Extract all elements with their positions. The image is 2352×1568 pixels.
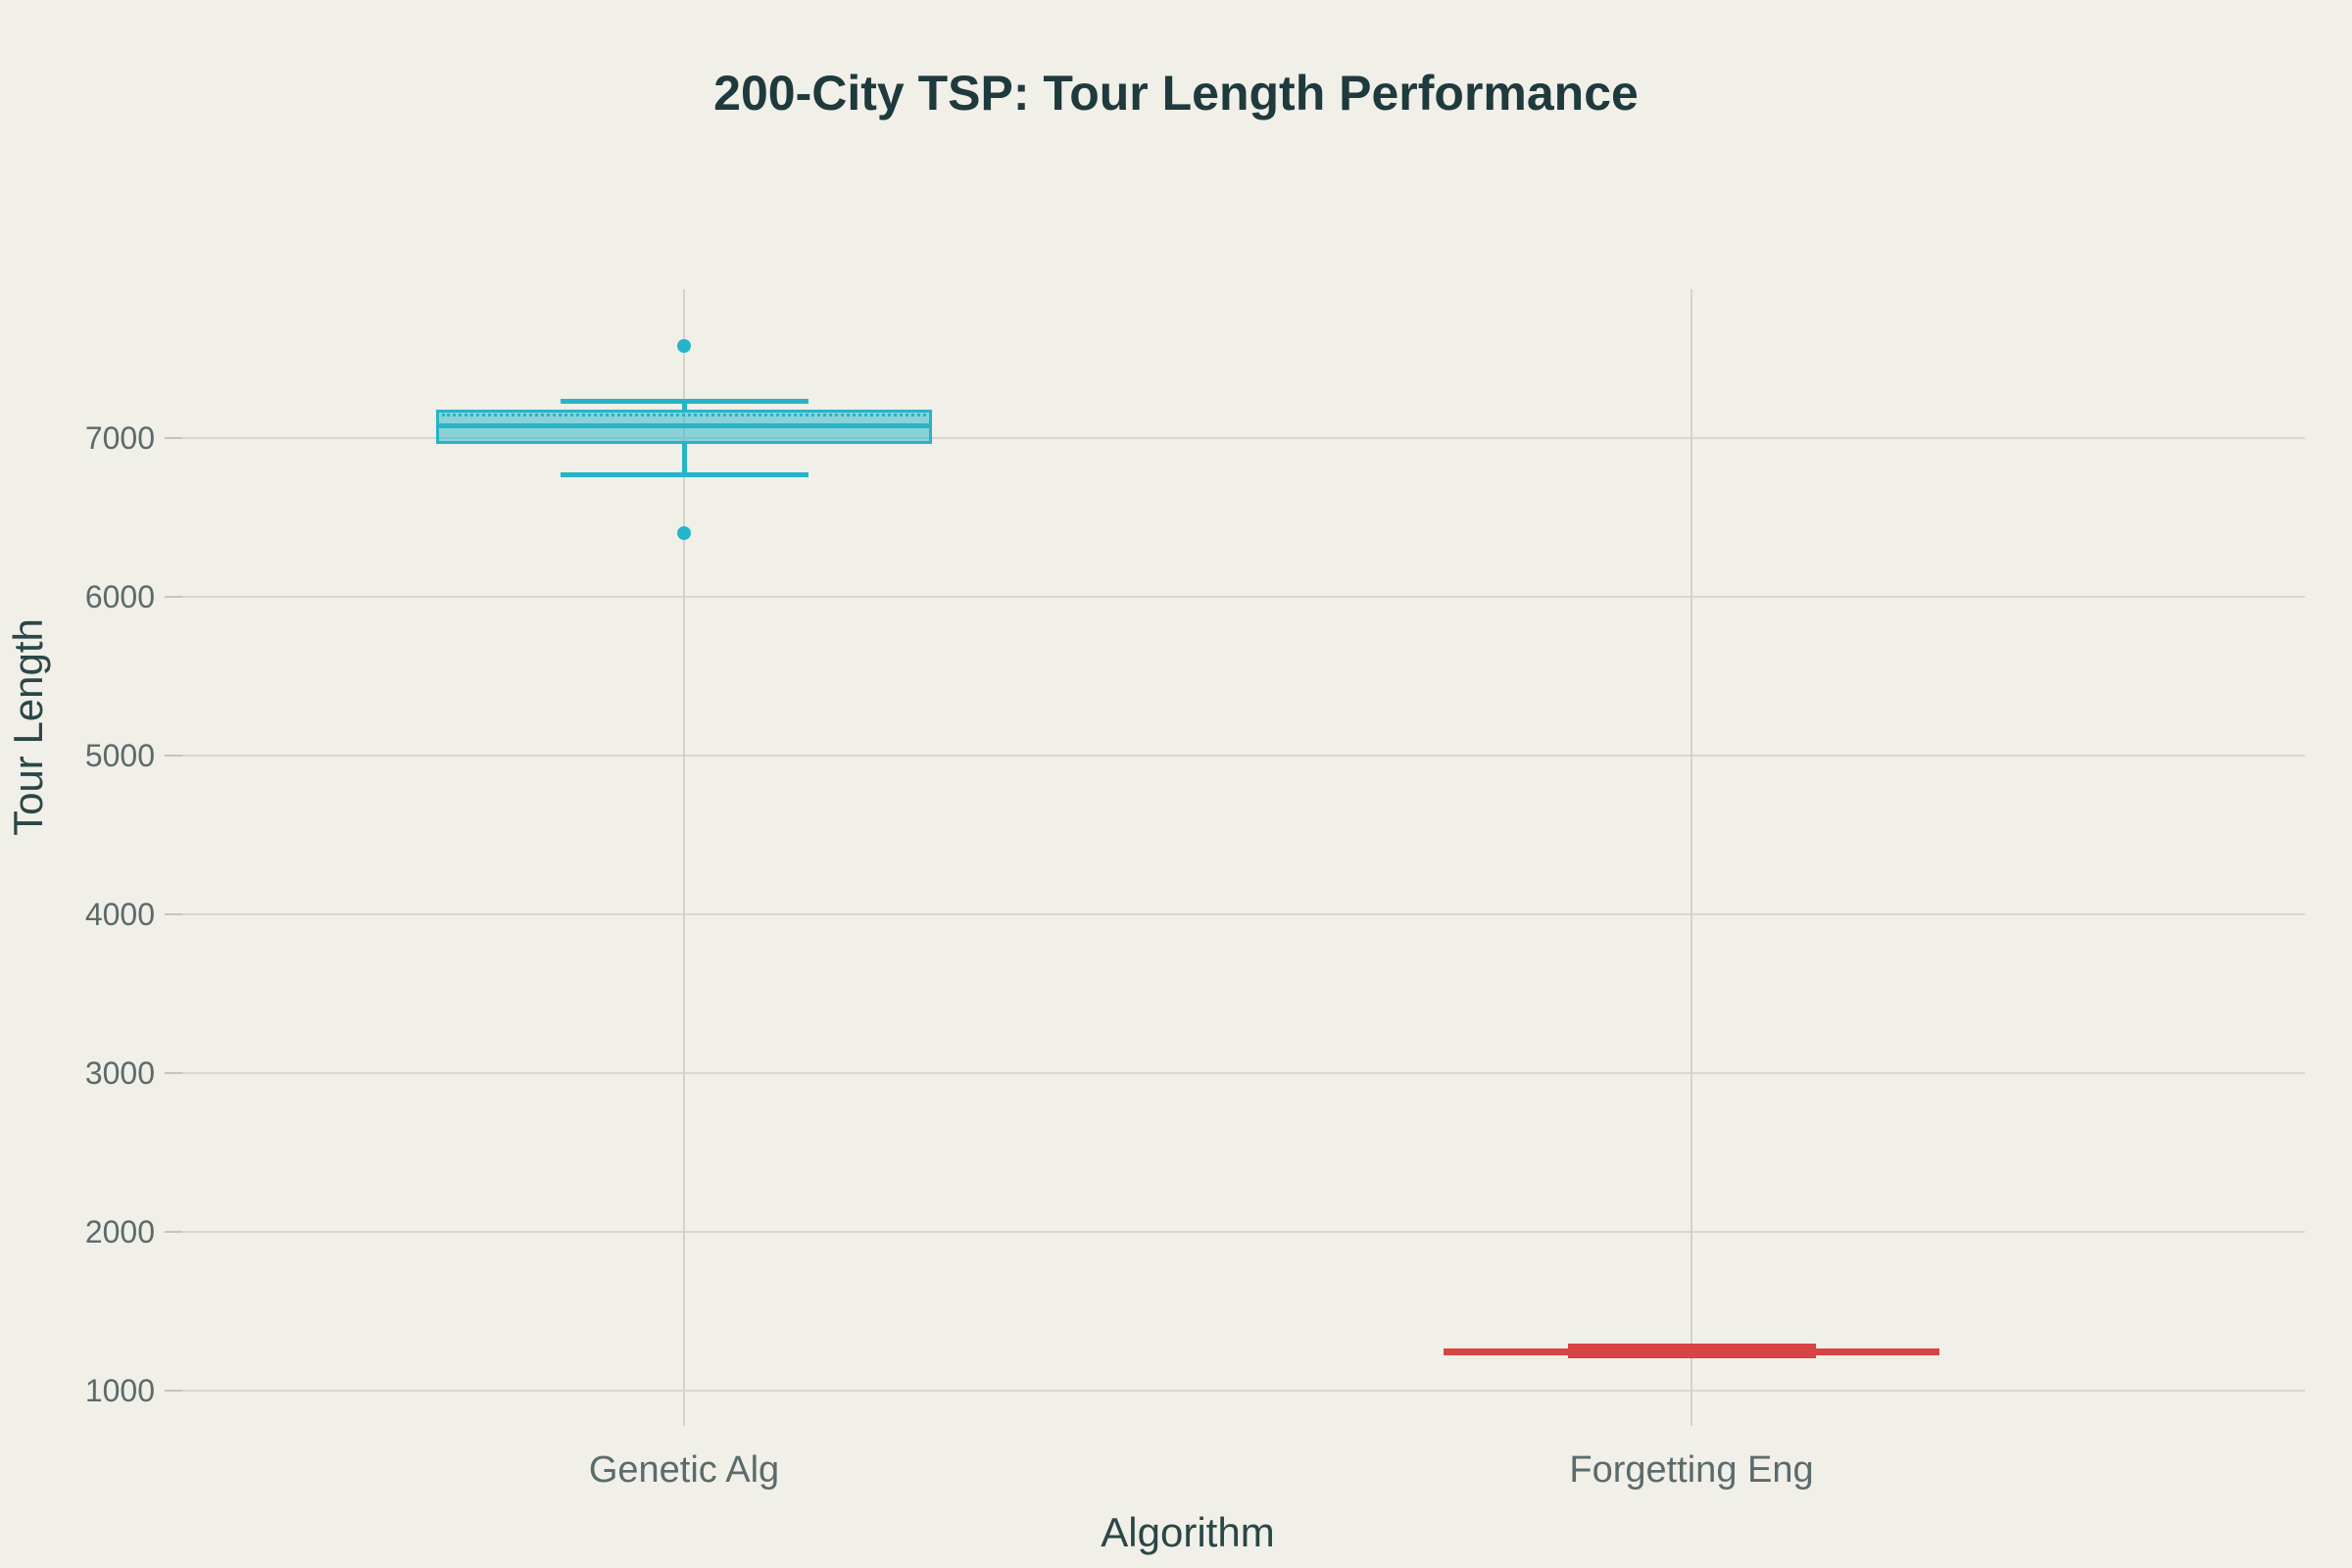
category-gridline <box>683 289 685 1426</box>
y-tick-mark <box>165 437 182 439</box>
y-tick-mark <box>165 1231 182 1233</box>
y-tick-mark <box>165 596 182 598</box>
outlier-point <box>677 526 691 541</box>
lower-whisker-cap <box>560 471 808 477</box>
horizontal-gridline <box>182 437 2305 439</box>
x-category-label-genetic-alg: Genetic Alg <box>588 1449 780 1491</box>
horizontal-gridline <box>182 1390 2305 1392</box>
lower-whisker-stem <box>681 443 687 475</box>
outlier-point <box>677 339 691 354</box>
x-category-label-forgetting-eng: Forgetting Eng <box>1569 1449 1814 1491</box>
y-tick-label: 6000 <box>84 579 155 614</box>
median-line <box>1444 1348 1939 1353</box>
chart-title: 200-City TSP: Tour Length Performance <box>713 66 1639 121</box>
y-tick-label: 1000 <box>84 1373 155 1408</box>
category-gridline <box>1690 289 1692 1426</box>
mean-dotted-line <box>442 413 926 416</box>
lower-whisker-cap <box>1567 1352 1816 1358</box>
median-line <box>436 422 932 428</box>
y-tick-label: 2000 <box>84 1214 155 1250</box>
horizontal-gridline <box>182 596 2305 598</box>
horizontal-gridline <box>182 913 2305 915</box>
y-tick-mark <box>165 755 182 757</box>
y-tick-mark <box>165 1072 182 1074</box>
y-tick-label: 7000 <box>84 420 155 456</box>
upper-whisker-cap <box>560 399 808 405</box>
horizontal-gridline <box>182 755 2305 757</box>
y-tick-mark <box>165 913 182 915</box>
y-tick-mark <box>165 1390 182 1392</box>
horizontal-gridline <box>182 1231 2305 1233</box>
upper-whisker-stem <box>681 401 687 410</box>
y-tick-label: 4000 <box>84 897 155 932</box>
upper-whisker-cap <box>1567 1344 1816 1349</box>
x-axis-title: Algorithm <box>1101 1509 1275 1555</box>
y-tick-label: 5000 <box>84 738 155 773</box>
horizontal-gridline <box>182 1072 2305 1074</box>
y-tick-label: 3000 <box>84 1055 155 1091</box>
